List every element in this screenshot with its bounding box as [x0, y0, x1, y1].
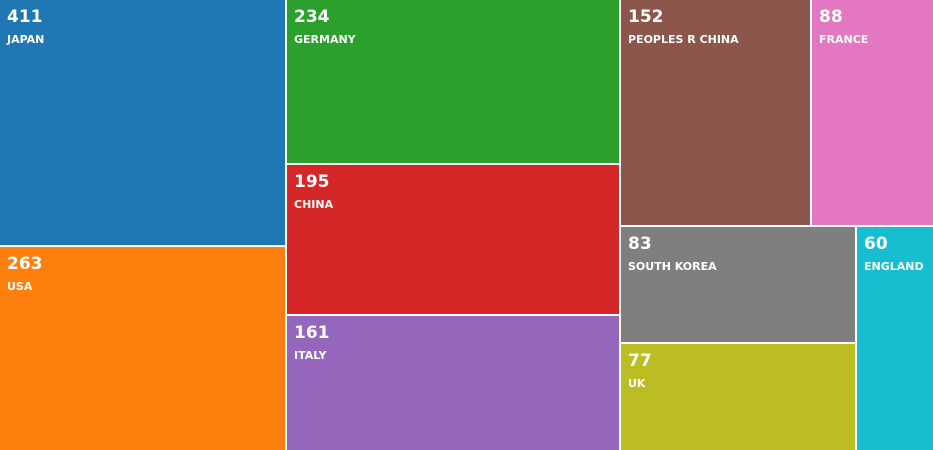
treemap-tile-japan[interactable]: 411 JAPAN [0, 0, 285, 245]
tile-label: FRANCE [819, 33, 869, 46]
tile-label: USA [7, 280, 33, 293]
tile-label: GERMANY [294, 33, 356, 46]
tile-value: 263 [7, 254, 43, 274]
tile-value: 152 [628, 7, 664, 27]
tile-value: 77 [628, 351, 652, 371]
tile-value: 195 [294, 172, 330, 192]
tile-value: 88 [819, 7, 843, 27]
tile-label: CHINA [294, 198, 334, 211]
tile-value: 60 [864, 234, 888, 254]
treemap-tile-france[interactable]: 88 FRANCE [812, 0, 933, 225]
treemap-tile-south-korea[interactable]: 83 SOUTH KOREA [621, 227, 855, 342]
treemap-tile-usa[interactable]: 263 USA [0, 247, 285, 450]
tile-label: JAPAN [7, 33, 45, 46]
tile-value: 161 [294, 323, 330, 343]
tile-label: SOUTH KOREA [628, 260, 717, 273]
tile-label: PEOPLES R CHINA [628, 33, 739, 46]
tile-label: UK [628, 377, 646, 390]
tile-label: ITALY [294, 349, 327, 362]
treemap-tile-peoples-r-china[interactable]: 152 PEOPLES R CHINA [621, 0, 810, 225]
tile-value: 411 [7, 7, 43, 27]
tile-value: 83 [628, 234, 652, 254]
tile-value: 234 [294, 7, 330, 27]
treemap-tile-china[interactable]: 195 CHINA [287, 165, 619, 314]
treemap-tile-italy[interactable]: 161 ITALY [287, 316, 619, 450]
tile-label: ENGLAND [864, 260, 924, 273]
treemap-tile-uk[interactable]: 77 UK [621, 344, 855, 450]
treemap-tile-germany[interactable]: 234 GERMANY [287, 0, 619, 163]
treemap-tile-england[interactable]: 60 ENGLAND [857, 227, 933, 450]
